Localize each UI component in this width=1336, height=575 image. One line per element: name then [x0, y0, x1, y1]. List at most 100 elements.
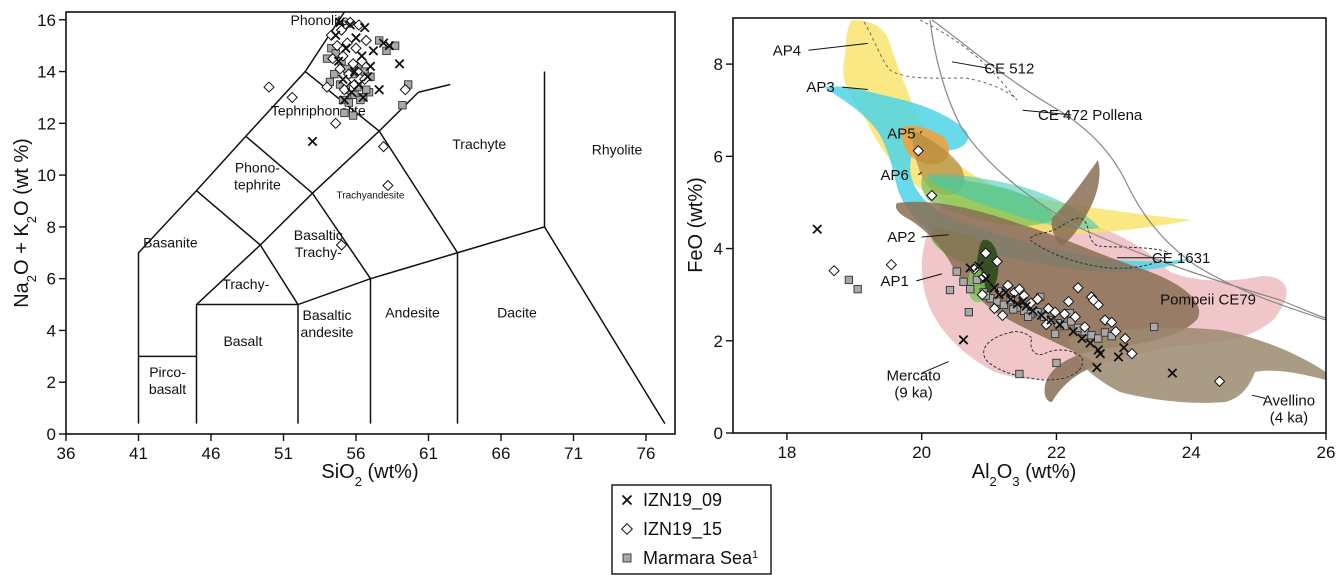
tas-y-tick-label: 2 — [47, 373, 56, 392]
tas-point-diamond — [337, 50, 349, 62]
feo-point-diamond — [1213, 375, 1226, 388]
feo-plot-frame — [732, 17, 1327, 434]
region-leader-line — [918, 172, 922, 176]
region-label: CE 512 — [984, 61, 1034, 78]
region-label: Avellino (4 ka) — [1263, 393, 1315, 427]
tas-point-cross — [365, 61, 376, 72]
tas-point-diamond — [327, 52, 339, 65]
tas-point-cross — [356, 51, 367, 61]
legend-items: IZN19_09 IZN19_15 Marmara Sea1 — [620, 490, 758, 568]
feo-point-diamond — [996, 309, 1009, 322]
feo-point-cross — [1046, 315, 1056, 325]
region-label: AP3 — [806, 79, 834, 96]
region-label-leaders — [808, 42, 1266, 399]
feo-point-cross — [1017, 296, 1028, 307]
tas-point-diamond — [321, 81, 333, 93]
tas-diagram: PhonoliteTephriphonolitePhono-tephriteTr… — [11, 11, 676, 489]
tas-field-label: Andesite — [385, 304, 440, 320]
tas-field-label: Trachyandesite — [337, 190, 405, 201]
tas-point-square — [348, 111, 358, 120]
region-leader-line — [916, 273, 943, 282]
tas-point-cross — [351, 33, 361, 43]
region-leader-line — [842, 86, 868, 90]
tas-point-cross — [378, 38, 389, 48]
feo-y-tick-label: 0 — [714, 424, 723, 443]
mercato-outline — [983, 331, 1083, 381]
feo-point-square — [1094, 334, 1103, 343]
tas-x-axis-label: SiO2 (wt%) — [321, 461, 418, 489]
tas-point-diamond — [335, 239, 348, 251]
feo-point-diamond — [1042, 302, 1055, 315]
tas-field-label: Phonolite — [291, 12, 350, 28]
reference-fields — [824, 19, 1326, 403]
region-leader-line — [1251, 394, 1266, 399]
tas-point-square — [344, 98, 353, 107]
feo-point-square — [964, 308, 974, 317]
feo-point-cross — [1028, 305, 1038, 316]
tas-x-tick-label: 71 — [564, 444, 583, 463]
feo-y-axis-label: FeO (wt%) — [685, 177, 707, 273]
feo-point-cross — [1095, 348, 1106, 359]
feo-point-diamond — [1069, 311, 1082, 323]
tas-y-tick-label: 10 — [37, 166, 56, 185]
tas-field-label: Basanite — [143, 235, 198, 251]
legend-marker-cross — [621, 494, 633, 506]
feo-point-square — [972, 275, 982, 285]
tas-x-tick-label: 46 — [202, 444, 221, 463]
tas-field-label: Phono-tephrite — [234, 160, 281, 193]
feo-point-square — [844, 275, 854, 285]
tas-point-cross — [349, 66, 360, 77]
tas-field-label: Basalt — [223, 333, 262, 349]
tas-boundary-line — [195, 91, 419, 424]
feo-point-diamond — [926, 189, 938, 202]
feo-point-diamond — [1119, 332, 1131, 345]
tas-point-cross — [338, 74, 348, 85]
tas-point-diamond — [353, 19, 365, 31]
tas-point-cross — [359, 22, 370, 33]
feo-x-tick-label: 26 — [1317, 443, 1336, 462]
feo-point-diamond — [1126, 347, 1138, 360]
region-label: AP1 — [881, 273, 909, 290]
legend-box — [611, 484, 772, 575]
pollena-outline — [929, 19, 1326, 321]
tas-point-cross — [368, 45, 379, 56]
feo-point-cross — [965, 263, 976, 273]
feo-point-diamond — [1031, 293, 1044, 305]
region-label: Pompeii CE79 — [1160, 291, 1256, 308]
field-mercato-brown — [895, 201, 1200, 402]
feo-point-square — [952, 267, 961, 276]
region-label: CE 472 Pollena — [1038, 107, 1143, 124]
tas-y-tick-label: 16 — [37, 11, 56, 30]
feo-point-square — [1024, 312, 1033, 321]
feo-y-tick-label: 8 — [714, 55, 723, 74]
tas-y-tick-label: 14 — [37, 63, 56, 82]
tas-point-diamond — [331, 39, 343, 52]
tas-point-diamond — [382, 179, 394, 192]
tas-x-tick-label: 56 — [347, 444, 366, 463]
feo-x-tick-label: 22 — [1047, 443, 1066, 462]
region-leader-line — [921, 361, 949, 374]
feo-point-cross — [1001, 287, 1011, 298]
tas-point-cross — [384, 40, 395, 51]
feo-point-diamond — [1062, 295, 1075, 308]
tas-field-label: Basaltic andesite — [301, 307, 354, 340]
tas-field-label: Pirco-basalt — [149, 364, 186, 397]
feo-y-tick-label: 6 — [714, 147, 723, 166]
tas-field-label: Dacite — [497, 304, 537, 320]
feo-point-cross — [1054, 319, 1065, 330]
feo-point-cross — [1005, 294, 1016, 305]
feo-point-cross — [1077, 333, 1087, 344]
tas-point-diamond — [360, 34, 372, 47]
feo-point-cross — [989, 282, 1000, 293]
feo-point-diamond — [1087, 294, 1100, 306]
feo-point-cross — [1113, 352, 1124, 362]
tas-y-axis-label: Na2O + K2O (wt %) — [11, 138, 39, 308]
feo-point-diamond — [1040, 318, 1053, 331]
tas-point-cross — [358, 92, 369, 103]
tas-point-cross — [354, 79, 364, 90]
feo-point-diamond — [828, 264, 840, 277]
tas-point-diamond — [350, 42, 362, 54]
tas-point-square — [375, 36, 384, 45]
